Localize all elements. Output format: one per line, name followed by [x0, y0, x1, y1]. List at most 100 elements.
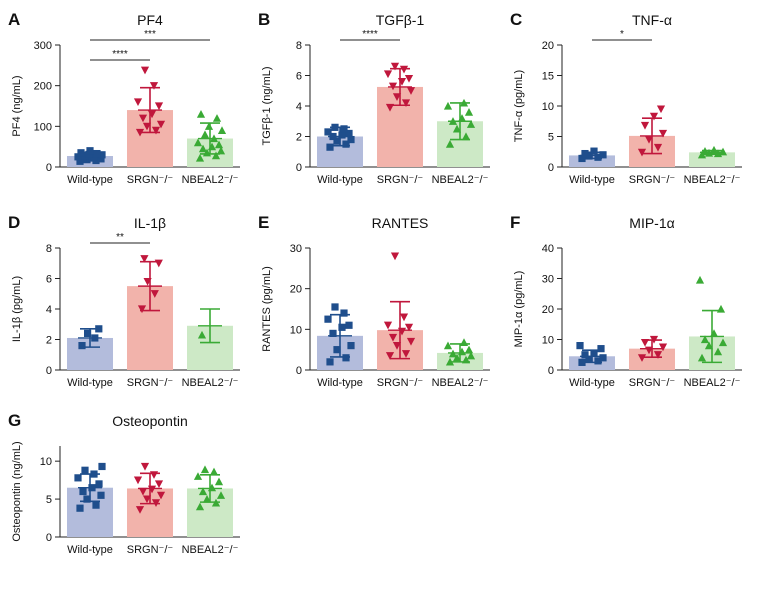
data-point-nbeal2 [709, 145, 719, 154]
data-point-nbeal2 [202, 148, 212, 157]
data-point-srgn [404, 323, 414, 332]
data-point-srgn [150, 290, 159, 298]
y-tick-label: 100 [34, 121, 52, 133]
data-point-nbeal2 [448, 117, 458, 125]
data-point-nbeal2 [197, 330, 207, 339]
y-tick-label: 0 [296, 162, 302, 174]
data-point-wildtype [324, 128, 332, 136]
significance-label: **** [362, 29, 378, 40]
data-point-wildtype [83, 495, 91, 503]
y-tick-label: 0 [46, 162, 52, 174]
data-point-srgn [383, 321, 393, 330]
data-point-srgn [401, 99, 411, 108]
x-tick-label: SRGN⁻/⁻ [629, 174, 676, 186]
x-tick-label: NBEAL2⁻/⁻ [182, 174, 239, 186]
data-point-wildtype [333, 346, 341, 354]
data-point-nbeal2 [466, 120, 476, 128]
significance-label: *** [144, 29, 156, 40]
y-tick-label: 0 [46, 532, 52, 544]
data-point-wildtype [338, 131, 346, 139]
data-point-wildtype [333, 137, 341, 145]
data-point-srgn [390, 62, 400, 71]
data-point-wildtype [331, 123, 339, 131]
chart-title: TGFβ-1 [376, 12, 425, 28]
chart-title: PF4 [137, 12, 163, 28]
data-point-wildtype [594, 357, 602, 365]
data-point-srgn [140, 255, 149, 263]
data-point-wildtype [92, 501, 100, 509]
data-point-srgn [135, 506, 145, 514]
x-tick-label: SRGN⁻/⁻ [377, 377, 424, 389]
data-point-nbeal2 [198, 487, 208, 496]
chart-title: IL-1β [134, 215, 166, 231]
data-point-srgn [404, 74, 414, 83]
data-point-wildtype [585, 355, 593, 363]
data-point-srgn [151, 126, 161, 135]
data-point-nbeal2 [716, 304, 726, 313]
data-point-wildtype [84, 329, 92, 337]
data-point-srgn [406, 87, 416, 95]
data-point-srgn [385, 352, 395, 360]
data-point-srgn [149, 471, 159, 479]
data-point-wildtype [340, 309, 348, 317]
data-point-nbeal2 [709, 329, 719, 337]
data-point-srgn [154, 259, 163, 268]
data-point-srgn [133, 476, 143, 485]
data-point-nbeal2 [195, 153, 205, 162]
data-point-wildtype [326, 143, 334, 151]
y-axis-label: Osteopontin (ng/mL) [11, 441, 23, 541]
data-point-wildtype [338, 323, 346, 331]
data-point-wildtype [329, 329, 337, 337]
data-point-srgn [644, 346, 654, 355]
data-point-wildtype [97, 491, 105, 499]
data-point-wildtype [93, 149, 101, 158]
data-point-wildtype [585, 152, 593, 160]
data-point-nbeal2 [457, 347, 467, 356]
data-point-wildtype [324, 315, 332, 323]
data-point-wildtype [347, 135, 355, 144]
data-point-srgn [656, 105, 666, 114]
data-point-srgn [392, 342, 402, 350]
data-point-wildtype [81, 466, 89, 474]
data-point-nbeal2 [211, 498, 221, 507]
data-point-nbeal2 [216, 491, 226, 499]
data-point-wildtype [98, 462, 106, 471]
x-tick-label: NBEAL2⁻/⁻ [182, 377, 239, 389]
data-point-wildtype [578, 154, 586, 163]
x-tick-label: Wild-type [317, 174, 363, 186]
data-point-wildtype [329, 132, 337, 141]
data-point-nbeal2 [718, 338, 728, 347]
data-point-wildtype [83, 156, 91, 164]
panel-letter: D [8, 213, 20, 232]
data-point-wildtype [90, 470, 98, 478]
data-point-wildtype [95, 325, 103, 333]
data-point-wildtype [91, 334, 99, 342]
data-point-wildtype [576, 342, 584, 350]
data-point-srgn [140, 462, 150, 471]
data-point-srgn [138, 114, 148, 123]
data-point-srgn [640, 121, 650, 130]
data-point-srgn [653, 143, 663, 152]
y-tick-label: 6 [46, 274, 52, 286]
data-point-wildtype [77, 149, 85, 157]
data-point-wildtype [95, 480, 103, 488]
data-point-nbeal2 [195, 502, 205, 511]
data-point-nbeal2 [445, 140, 455, 148]
data-point-srgn [149, 82, 159, 90]
x-tick-label: NBEAL2⁻/⁻ [684, 174, 741, 186]
data-point-nbeal2 [212, 114, 222, 122]
y-tick-label: 20 [542, 304, 554, 316]
data-point-nbeal2 [700, 147, 710, 155]
data-point-wildtype [340, 125, 348, 133]
y-tick-label: 6 [296, 71, 302, 83]
data-point-wildtype [578, 358, 586, 366]
data-point-nbeal2 [448, 349, 458, 358]
x-tick-label: Wild-type [67, 544, 113, 556]
panel-letter: A [8, 10, 20, 29]
chart-title: MIP-1α [629, 215, 674, 231]
data-point-wildtype [76, 504, 84, 512]
panel-letter: F [510, 213, 520, 232]
data-point-srgn [644, 135, 654, 144]
x-tick-label: NBEAL2⁻/⁻ [182, 544, 239, 556]
y-tick-label: 5 [548, 132, 554, 144]
